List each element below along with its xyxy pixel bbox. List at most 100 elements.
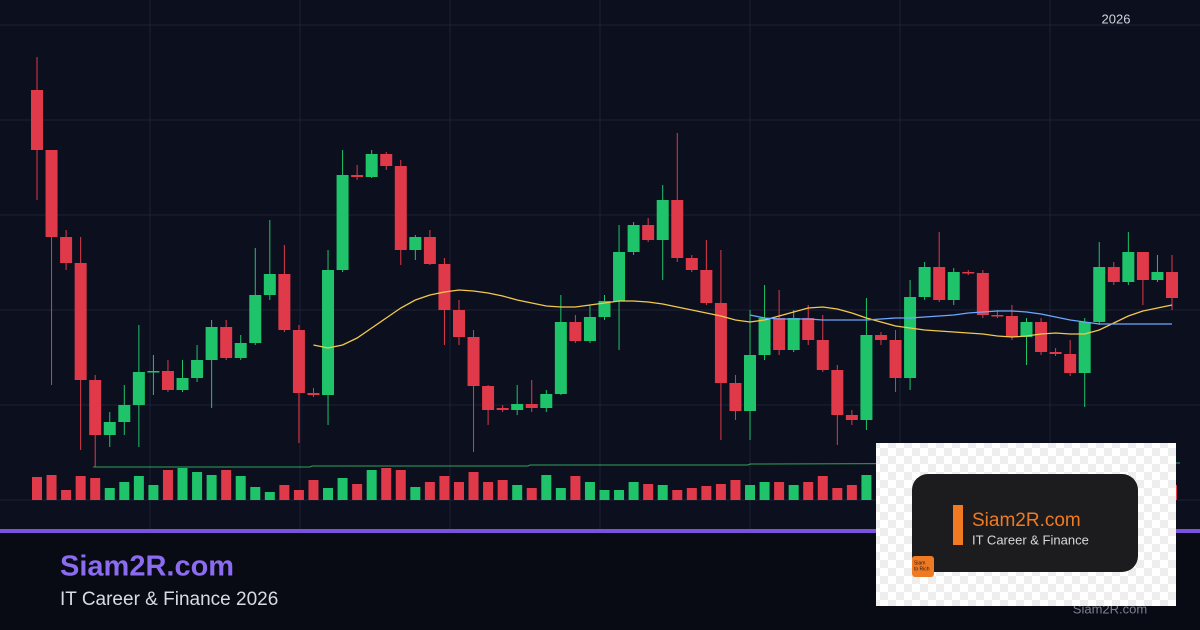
candle-body [191, 360, 204, 378]
candle-body [1005, 316, 1018, 337]
volume-bar [643, 484, 654, 500]
volume-bar [250, 487, 261, 500]
candle-body [423, 237, 436, 264]
candle-body [714, 303, 727, 383]
card-site: Siam2R.com [972, 510, 1081, 531]
candle-body [60, 237, 73, 263]
candle-body [1093, 267, 1106, 322]
candle-body [249, 295, 262, 343]
candle-body [569, 322, 582, 341]
candle-body [671, 200, 684, 258]
volume-bar [730, 480, 741, 500]
volume-bar [337, 478, 348, 500]
moving-average-line [749, 310, 1172, 325]
candle-body [1151, 272, 1164, 280]
volume-bar [715, 484, 726, 500]
volume-bar [46, 475, 57, 500]
candle-body [933, 267, 946, 300]
candle-body [351, 175, 364, 177]
volume-bar [308, 480, 319, 500]
candle-body [103, 422, 116, 435]
candle-body [904, 297, 917, 378]
volume-bar [32, 477, 42, 500]
candle-body [1122, 252, 1135, 282]
volume-bar [628, 482, 639, 500]
candle-body [394, 166, 407, 250]
candle-body [1035, 322, 1048, 352]
divider [0, 529, 1200, 533]
candle-body [685, 258, 698, 270]
volume-bar [541, 475, 552, 500]
volume-bar [584, 482, 595, 500]
volume-bar [686, 488, 697, 500]
candle-body [1136, 252, 1149, 280]
volume-bar [221, 470, 232, 500]
volume-bar [832, 488, 843, 500]
candle-body [205, 327, 218, 360]
candle-body [234, 343, 247, 358]
candle-body [322, 270, 335, 395]
candle-body [31, 90, 43, 150]
candle-body [554, 322, 567, 394]
candle-body [1064, 354, 1077, 373]
candle-body [438, 264, 451, 310]
candle-body [89, 380, 102, 435]
candle-body [656, 200, 669, 240]
candle-body [511, 404, 524, 410]
volume-bar [759, 482, 770, 500]
volume-bar [133, 476, 144, 500]
logo-text: Siam [914, 560, 925, 566]
candle-body [365, 154, 378, 177]
logo-text: to Rich [914, 566, 930, 572]
volume-bar [323, 488, 334, 500]
volume-bar [177, 468, 188, 500]
volume-bar [104, 488, 115, 500]
volume-bar [453, 482, 464, 500]
candle-body [773, 318, 786, 350]
candle-body [1166, 272, 1178, 298]
candle-body [161, 371, 174, 390]
candle-body [787, 318, 800, 350]
candle-body [831, 370, 844, 415]
candle-body [525, 404, 538, 408]
candle-body [845, 415, 858, 420]
volume-bar [526, 488, 537, 500]
candle-body [598, 301, 611, 317]
moving-average-line [313, 289, 1173, 349]
candle-body [1020, 322, 1033, 337]
candle-body [263, 274, 276, 295]
volume-bar [803, 482, 814, 500]
card-tagline: IT Career & Finance [972, 532, 1089, 547]
volume-bar [279, 485, 290, 500]
candle-body [292, 330, 305, 393]
candle-body [118, 405, 131, 422]
site-title: Siam2R.com [60, 551, 234, 583]
candle-body [642, 225, 655, 240]
candle-body [1049, 352, 1062, 354]
candle-body [220, 327, 233, 358]
candle-body [278, 274, 291, 330]
volume-bar [352, 484, 363, 500]
volume-bar [90, 478, 101, 500]
candle-body [496, 408, 509, 410]
volume-bar [774, 482, 785, 500]
volume-bar [293, 490, 304, 500]
candle-body [918, 267, 931, 297]
candle-body [802, 318, 815, 340]
volume-bar [745, 485, 756, 500]
candle-body [627, 225, 640, 252]
volume-bar [788, 485, 799, 500]
volume-bar [192, 472, 203, 500]
candle-body [132, 372, 145, 405]
candle-body [613, 252, 626, 301]
candle-body [147, 371, 160, 373]
volume-bar [672, 490, 683, 500]
volume-bar [439, 476, 450, 500]
volume-bar [614, 490, 625, 500]
candle-body [758, 318, 771, 355]
volume-bar [817, 476, 828, 500]
volume-bar [264, 492, 275, 500]
volume-bar [497, 480, 508, 500]
